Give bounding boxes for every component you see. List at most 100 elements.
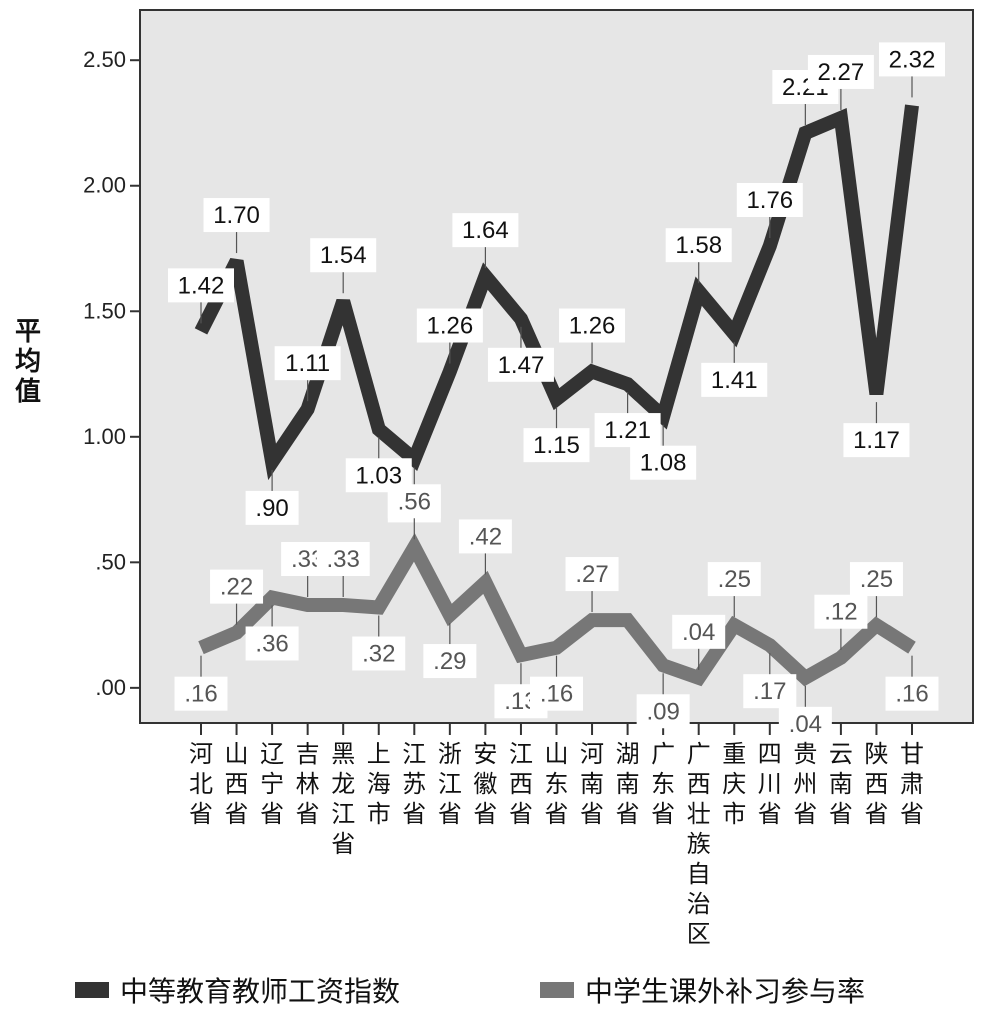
svg-text:1.64: 1.64	[462, 217, 509, 244]
svg-text:1.42: 1.42	[178, 272, 225, 299]
data-label: 1.64	[452, 213, 519, 269]
svg-text:1.08: 1.08	[640, 450, 687, 477]
data-label: .16	[174, 655, 228, 711]
data-label: 1.17	[843, 402, 910, 458]
data-label: 1.15	[523, 407, 590, 463]
x-tick-label: 河南省	[580, 740, 604, 828]
data-label: 1.21	[594, 392, 661, 448]
svg-text:.16: .16	[895, 681, 928, 708]
svg-text:.16: .16	[184, 681, 217, 708]
data-label: .56	[387, 484, 441, 540]
svg-text:2.27: 2.27	[818, 59, 865, 86]
y-tick-label: .00	[95, 675, 126, 700]
legend-label: 中学生课外补习参与率	[585, 975, 865, 1008]
data-label-layer: 1.421.70.901.111.541.03.911.261.641.471.…	[168, 42, 945, 741]
svg-text:.22: .22	[220, 574, 253, 601]
svg-text:1.54: 1.54	[320, 242, 367, 269]
x-tick-label: 江西省	[509, 740, 533, 828]
svg-text:.90: .90	[255, 495, 288, 522]
data-label: .04	[778, 685, 832, 741]
x-axis: 河北省山西省辽宁省吉林省黑龙江省上海市江苏省浙江省安徽省江西省山东省河南省湖南省…	[189, 723, 924, 948]
svg-text:1.21: 1.21	[604, 417, 651, 444]
svg-text:2.32: 2.32	[889, 46, 936, 73]
x-tick-label: 安徽省	[473, 740, 497, 828]
data-label: .90	[245, 469, 299, 525]
svg-text:.33: .33	[327, 546, 360, 573]
svg-text:.27: .27	[575, 561, 608, 588]
y-tick-label: 1.50	[83, 298, 126, 323]
y-axis: .00 .50 1.00 1.50 2.00 2.50	[83, 47, 140, 700]
legend: 中等教育教师工资指数 中学生课外补习参与率	[75, 975, 865, 1008]
svg-text:.04: .04	[789, 711, 822, 738]
data-label: 2.27	[807, 54, 874, 110]
data-label: .17	[743, 653, 797, 709]
data-label: 1.76	[736, 182, 803, 238]
svg-text:1.58: 1.58	[675, 232, 722, 259]
data-label: 1.11	[274, 346, 341, 402]
data-label: .42	[458, 519, 512, 575]
x-tick-label: 重庆市	[722, 740, 746, 828]
data-label: .22	[210, 569, 264, 625]
data-label: .04	[672, 614, 726, 670]
x-tick-label: 吉林省	[296, 740, 320, 828]
x-tick-label: 甘肃省	[900, 740, 924, 828]
x-tick-label: 广东省	[651, 740, 675, 828]
legend-swatch	[75, 982, 109, 998]
svg-text:.42: .42	[469, 523, 502, 550]
data-label: .25	[707, 562, 761, 618]
legend-item-teacher-salary: 中等教育教师工资指数	[75, 975, 400, 1008]
svg-text:.09: .09	[646, 698, 679, 725]
x-tick-label: 湖南省	[616, 740, 640, 828]
x-tick-label: 上海市	[367, 740, 391, 828]
series-line-tutoring-rate	[198, 532, 916, 687]
x-tick-label: 广西壮族自治区	[687, 740, 711, 948]
legend-label: 中等教育教师工资指数	[120, 975, 400, 1008]
data-label: 1.47	[487, 326, 554, 382]
x-tick-label: 河北省	[189, 740, 213, 828]
data-label: .09	[636, 673, 690, 729]
svg-text:1.17: 1.17	[853, 427, 900, 454]
x-tick-label: 贵州省	[793, 740, 817, 828]
svg-text:1.26: 1.26	[569, 313, 616, 340]
data-label: 2.32	[879, 42, 945, 98]
data-label: .29	[423, 623, 477, 679]
data-label: 1.70	[203, 198, 270, 254]
svg-text:.25: .25	[718, 566, 751, 593]
y-tick-label: 1.00	[83, 424, 126, 449]
data-label: 1.54	[310, 238, 377, 294]
svg-text:1.15: 1.15	[533, 432, 580, 459]
data-label: 1.41	[701, 341, 768, 397]
svg-text:1.47: 1.47	[498, 352, 545, 379]
svg-text:.12: .12	[824, 599, 857, 626]
data-label: .33	[316, 542, 370, 598]
svg-text:.17: .17	[753, 678, 786, 705]
svg-text:.04: .04	[682, 619, 715, 646]
svg-text:1.76: 1.76	[746, 187, 793, 214]
svg-text:.36: .36	[255, 630, 288, 657]
y-axis-label: 平均值	[15, 317, 41, 407]
svg-text:1.11: 1.11	[285, 350, 330, 377]
data-label: 1.42	[168, 268, 234, 324]
data-label: 1.58	[665, 228, 732, 284]
data-label: .36	[245, 605, 299, 661]
svg-text:1.41: 1.41	[711, 367, 758, 394]
data-label: .16	[530, 655, 583, 711]
legend-item-tutoring-rate: 中学生课外补习参与率	[540, 975, 865, 1008]
y-tick-label: 2.50	[83, 47, 126, 72]
data-label: .12	[814, 594, 868, 650]
x-tick-label: 浙江省	[438, 740, 462, 828]
x-tick-label: 云南省	[829, 740, 853, 828]
data-label: 1.08	[630, 424, 697, 480]
x-tick-label: 四川省	[758, 740, 782, 828]
svg-text:1.26: 1.26	[426, 313, 473, 340]
x-tick-label: 陕西省	[864, 740, 888, 828]
y-tick-label: .50	[95, 549, 126, 574]
legend-swatch	[540, 982, 574, 998]
data-label: .27	[565, 557, 619, 613]
data-label: 1.26	[416, 308, 483, 364]
svg-text:.56: .56	[398, 488, 431, 515]
x-tick-label: 黑龙江省	[331, 740, 355, 858]
x-tick-label: 辽宁省	[260, 740, 284, 828]
data-label: .25	[849, 562, 903, 618]
